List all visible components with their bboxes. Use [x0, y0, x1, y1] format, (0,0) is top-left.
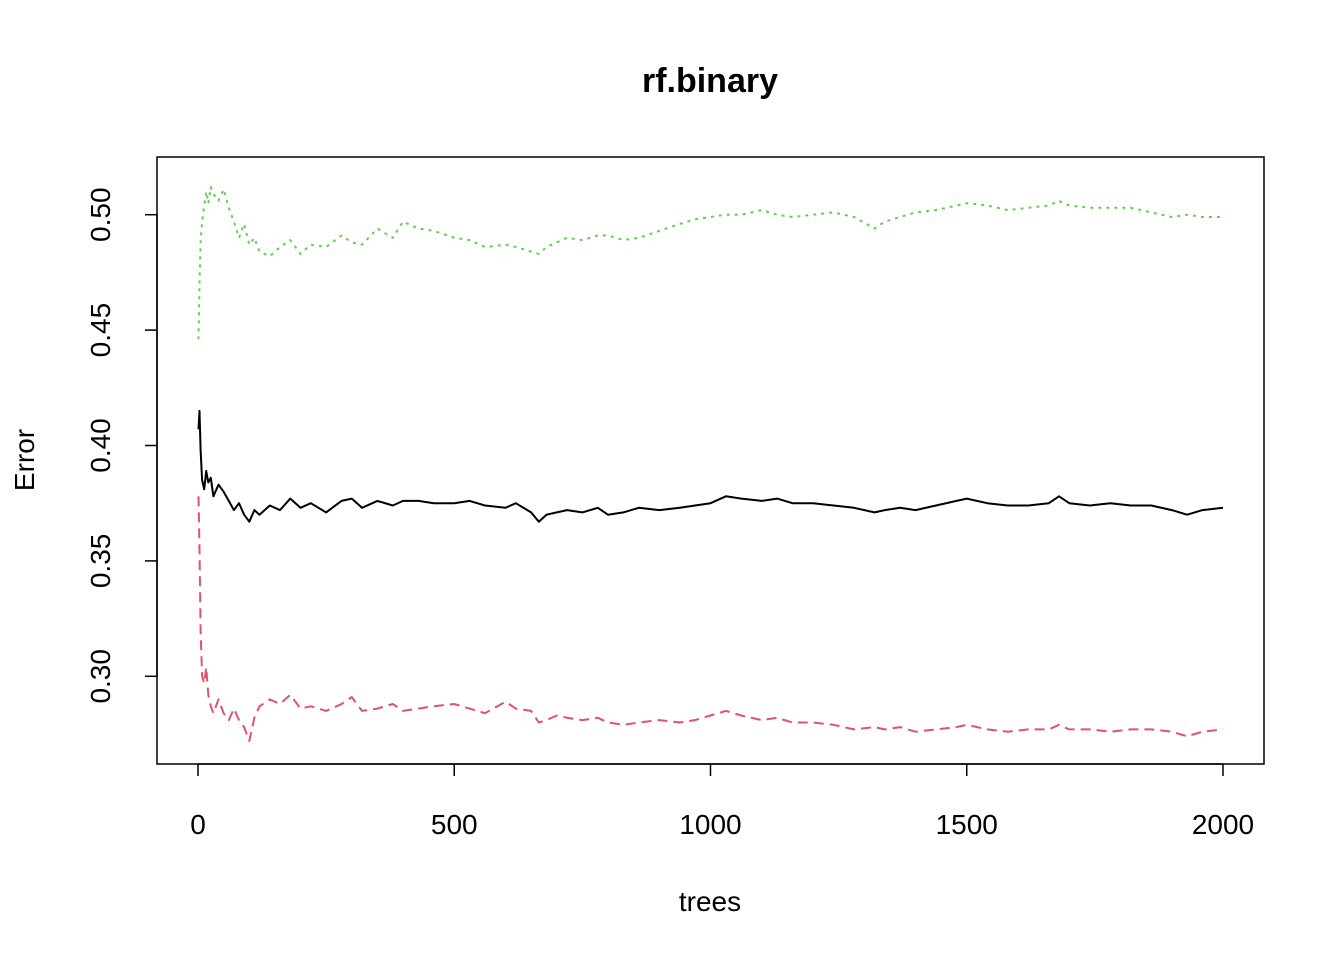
y-tick-label: 0.30 — [85, 649, 116, 704]
plot-frame — [156, 156, 1265, 765]
y-tick-label: 0.45 — [85, 303, 116, 358]
series-line-2 — [197, 496, 1224, 742]
y-axis-label: Error — [9, 429, 40, 491]
x-axis-label: trees — [679, 886, 741, 917]
y-tick-label: 0.35 — [85, 534, 116, 589]
chart-title: rf.binary — [642, 62, 778, 100]
x-axis: 0 500 1000 1500 2000 — [190, 763, 1254, 840]
series-line-3 — [197, 186, 1223, 340]
y-tick-label: 0.40 — [85, 418, 116, 473]
y-axis: 0.30 0.35 0.40 0.45 0.50 — [85, 187, 158, 704]
series-layer — [197, 186, 1224, 742]
x-tick-label: 0 — [190, 809, 206, 840]
x-tick-label: 2000 — [1192, 809, 1254, 840]
x-tick-label: 500 — [431, 809, 478, 840]
y-tick-label: 0.50 — [85, 187, 116, 242]
series-line-1 — [197, 409, 1224, 523]
x-tick-label: 1000 — [679, 809, 741, 840]
x-tick-label: 1500 — [936, 809, 998, 840]
